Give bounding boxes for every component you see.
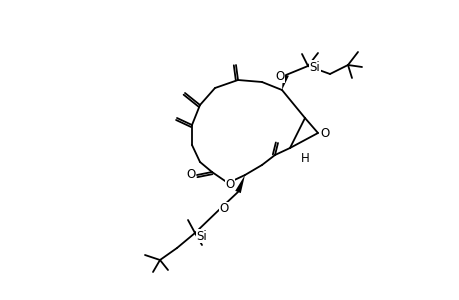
Text: O: O [319,127,329,140]
Text: Si: Si [196,230,207,242]
Text: H: H [300,152,309,164]
Text: Si: Si [309,61,319,74]
Polygon shape [235,175,245,193]
Text: O: O [225,178,234,191]
Text: O: O [275,70,284,83]
Text: O: O [186,169,195,182]
Polygon shape [281,74,288,90]
Text: O: O [219,202,228,215]
